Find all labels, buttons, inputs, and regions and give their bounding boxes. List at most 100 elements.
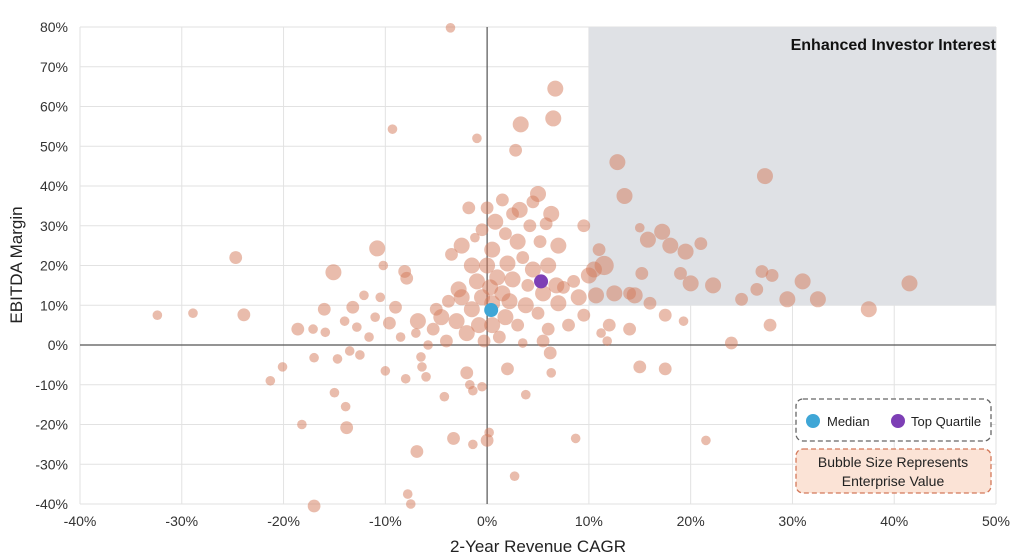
company-bubble <box>411 328 421 338</box>
company-bubble <box>639 231 656 248</box>
company-bubble <box>477 334 491 348</box>
company-bubble <box>463 301 480 318</box>
x-tick-label: -40% <box>64 513 97 529</box>
company-bubble <box>562 318 575 332</box>
company-bubble <box>570 289 587 306</box>
company-bubble <box>654 223 671 240</box>
company-bubble <box>346 300 360 314</box>
company-bubble <box>309 352 319 363</box>
y-tick-label: 0% <box>48 337 68 353</box>
y-tick-label: 60% <box>40 99 68 115</box>
company-bubble <box>479 257 496 274</box>
company-bubble <box>497 309 514 326</box>
company-bubble <box>794 273 811 290</box>
company-bubble <box>480 201 494 215</box>
company-bubble <box>433 309 450 326</box>
company-bubble <box>541 322 555 336</box>
company-bubble <box>677 243 694 260</box>
company-bubble <box>530 185 546 202</box>
company-bubble <box>602 318 616 332</box>
company-bubble <box>516 251 530 264</box>
company-bubble <box>763 318 777 332</box>
top-quartile-marker <box>534 274 549 289</box>
company-bubble <box>487 213 504 230</box>
company-bubble <box>387 124 398 134</box>
company-bubble <box>355 350 365 360</box>
company-bubble <box>602 336 613 346</box>
legend-top-quartile-label: Top Quartile <box>911 414 981 429</box>
legend-top-quartile-dot <box>891 414 905 428</box>
x-tick-label: 0% <box>477 513 497 529</box>
company-bubble <box>307 499 321 513</box>
legend-box: Median Top Quartile <box>795 398 992 442</box>
legend-median-dot <box>806 414 820 428</box>
y-tick-label: -10% <box>35 377 68 393</box>
company-bubble <box>472 133 482 144</box>
company-bubble <box>546 368 557 378</box>
y-tick-label: -20% <box>35 417 68 433</box>
company-bubble <box>152 310 163 320</box>
company-bubble <box>633 360 647 374</box>
company-bubble <box>421 372 431 382</box>
company-bubble <box>440 334 453 348</box>
company-bubble <box>468 439 478 450</box>
company-bubble <box>606 285 623 302</box>
company-bubble <box>765 269 779 282</box>
company-bubble <box>445 22 456 33</box>
company-bubble <box>501 293 518 310</box>
company-bubble <box>735 292 748 306</box>
company-bubble <box>682 275 699 292</box>
company-bubble <box>339 316 350 326</box>
company-bubble <box>395 332 406 342</box>
company-bubble <box>453 289 470 306</box>
company-bubble <box>400 373 411 384</box>
company-bubble <box>480 434 494 447</box>
y-tick-label: 50% <box>40 138 68 154</box>
company-bubble <box>543 346 557 360</box>
company-bubble <box>463 257 480 274</box>
tick-layer: -40% -30% -20% -10% 0% 10% 20% 30% 40% 50% -40% -30… <box>35 19 1010 529</box>
company-bubble <box>442 294 455 308</box>
company-bubble <box>417 362 427 372</box>
company-bubble <box>509 233 526 250</box>
company-bubble <box>375 292 386 303</box>
company-bubble <box>409 313 426 330</box>
company-bubble <box>369 240 386 257</box>
company-bubble <box>543 205 560 222</box>
company-bubble <box>594 255 614 276</box>
company-bubble <box>755 265 769 278</box>
company-bubble <box>809 291 826 308</box>
company-bubble <box>701 435 711 446</box>
x-tick-label: 10% <box>575 513 603 529</box>
company-bubble <box>489 269 506 286</box>
company-bubble <box>229 251 243 264</box>
company-bubble <box>674 267 687 280</box>
company-bubble <box>378 260 389 271</box>
company-bubble <box>567 275 581 288</box>
company-bubble <box>340 401 351 412</box>
company-bubble <box>623 322 636 336</box>
median-marker <box>484 303 499 318</box>
company-bubble <box>545 110 562 127</box>
company-bubble <box>499 227 512 241</box>
company-bubble <box>501 362 514 376</box>
investor-interest-region <box>588 27 996 306</box>
company-bubble <box>860 301 877 318</box>
company-bubble <box>509 471 520 481</box>
x-axis-title: 2-Year Revenue CAGR <box>450 537 626 556</box>
company-bubble <box>533 235 547 249</box>
company-bubble <box>297 419 307 430</box>
company-bubble <box>520 389 531 400</box>
company-bubble <box>550 295 567 312</box>
region-layer <box>588 27 996 306</box>
company-bubble <box>370 312 380 322</box>
company-bubble <box>460 366 474 380</box>
company-bubble <box>901 275 918 292</box>
company-bubble <box>694 237 708 251</box>
bubble-layer <box>152 22 918 513</box>
company-bubble <box>402 489 413 499</box>
y-tick-label: 20% <box>40 258 68 274</box>
company-bubble <box>517 338 528 348</box>
company-bubble <box>439 391 450 402</box>
